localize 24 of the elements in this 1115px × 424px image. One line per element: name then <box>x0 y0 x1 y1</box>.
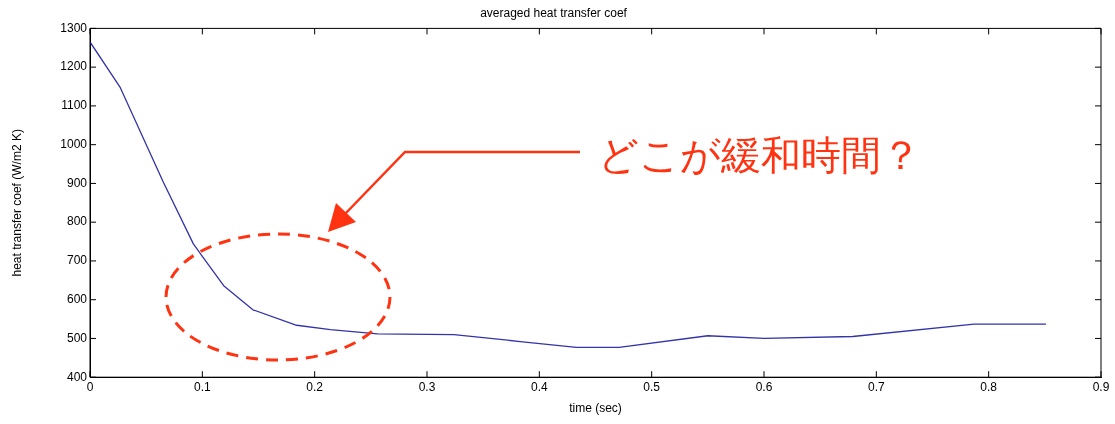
y-tick-label: 1000 <box>60 136 88 151</box>
x-tick-label: 0.2 <box>306 379 324 394</box>
y-tick-label: 800 <box>66 214 88 229</box>
x-tick-label: 0.5 <box>643 379 661 394</box>
chart-title: averaged heat transfer coef <box>480 5 628 20</box>
x-tick-label: 0.6 <box>755 379 773 394</box>
y-tick-label: 700 <box>66 253 88 268</box>
y-tick-label: 900 <box>66 175 88 190</box>
x-tick-label: 0.1 <box>193 379 211 394</box>
y-tick-label: 1300 <box>60 20 88 35</box>
y-axis-title: heat transfer coef (W/m2 K) <box>9 129 24 277</box>
x-tick-label: 0.9 <box>1092 379 1110 394</box>
x-tick-label: 0.8 <box>980 379 998 394</box>
y-tick-label: 600 <box>66 292 88 306</box>
x-tick-label: 0.7 <box>867 379 885 394</box>
x-tick-label: 0 <box>86 379 94 394</box>
x-axis-title: time (sec) <box>569 401 622 416</box>
x-tick-label: 0.3 <box>418 379 436 394</box>
y-tick-label: 500 <box>66 330 88 345</box>
y-tick-label: 1200 <box>60 59 88 74</box>
annotation: どこが緩和時間？ <box>598 131 921 180</box>
y-tick-label: 400 <box>66 369 88 384</box>
x-tick-label: 0.4 <box>530 379 548 394</box>
y-tick-label: 1100 <box>61 98 88 113</box>
